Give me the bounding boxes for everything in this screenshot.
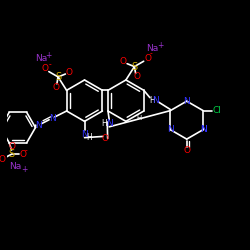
Text: O: O [52, 83, 59, 92]
Text: Na: Na [146, 44, 158, 53]
Text: Na: Na [35, 54, 47, 63]
Text: H: H [136, 114, 141, 120]
Text: -: - [24, 146, 27, 156]
Text: O: O [0, 155, 6, 164]
Text: H: H [102, 120, 107, 128]
Text: H: H [86, 133, 92, 142]
Text: N: N [35, 120, 42, 130]
Text: S: S [131, 62, 138, 72]
Text: -: - [150, 50, 152, 58]
Text: N: N [106, 120, 112, 128]
Text: N: N [167, 125, 174, 134]
Text: N: N [183, 97, 190, 106]
Text: N: N [81, 130, 88, 139]
Text: O: O [183, 146, 190, 154]
Text: O: O [120, 57, 127, 66]
Text: N: N [200, 125, 206, 134]
Text: N: N [152, 96, 159, 104]
Text: N: N [200, 125, 206, 134]
Text: O: O [133, 72, 140, 81]
Text: S: S [55, 72, 61, 82]
Text: O: O [66, 68, 72, 76]
Text: S: S [8, 149, 15, 159]
Text: +: + [157, 41, 163, 50]
Text: O: O [8, 142, 15, 151]
Text: O: O [19, 150, 26, 159]
Text: H: H [149, 96, 155, 104]
Text: O: O [102, 134, 109, 143]
Text: +: + [46, 51, 52, 60]
Text: -: - [48, 60, 51, 69]
Text: Na: Na [9, 162, 22, 171]
Text: O: O [144, 54, 151, 62]
Text: O: O [41, 64, 48, 73]
Text: N: N [49, 114, 56, 123]
Text: +: + [21, 165, 28, 174]
Text: Cl: Cl [212, 106, 221, 115]
